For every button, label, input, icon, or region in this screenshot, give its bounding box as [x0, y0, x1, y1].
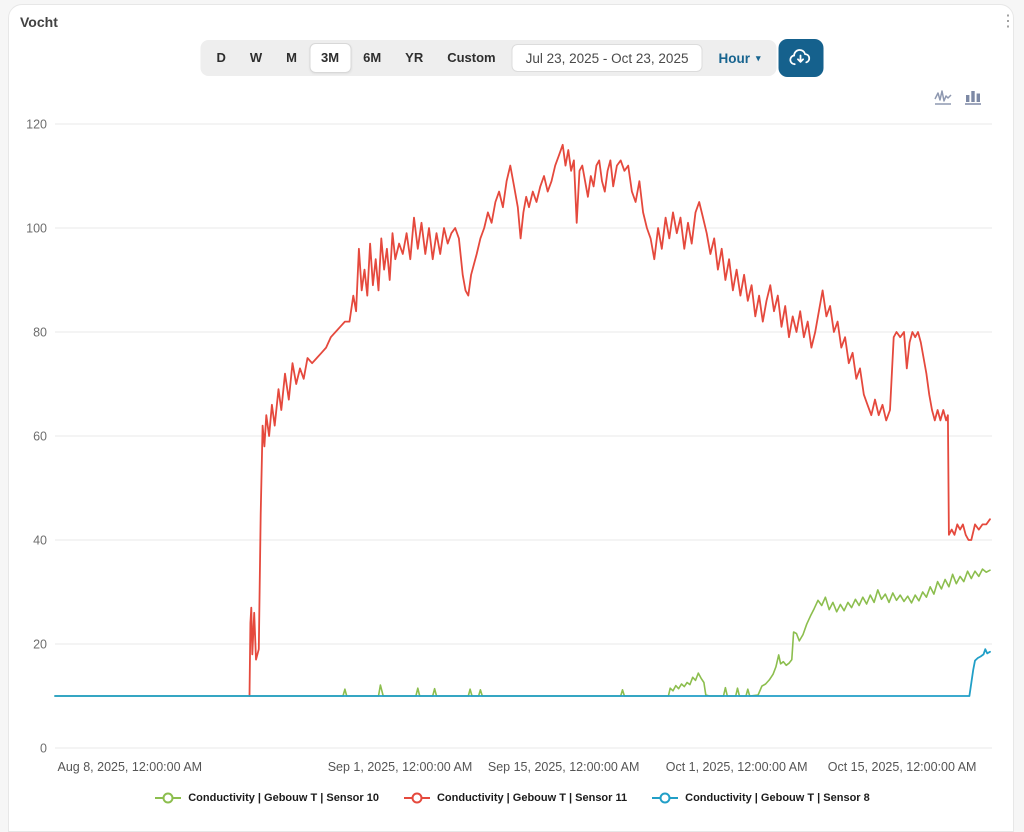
series-line-1 [248, 143, 991, 697]
y-axis-tick-label: 60 [33, 430, 47, 444]
y-axis-tick-label: 40 [33, 534, 47, 548]
legend-marker-icon [155, 792, 182, 804]
chart-card [8, 4, 1014, 832]
legend-marker-icon [403, 792, 430, 804]
legend-label: Conductivity | Gebouw T | Sensor 11 [436, 792, 628, 804]
interval-label: Hour [718, 50, 750, 66]
x-axis-tick-label: Oct 1, 2025, 12:00:00 AM [666, 760, 808, 774]
legend-label: Conductivity | Gebouw T | Sensor 10 [188, 792, 379, 804]
legend-marker-icon [652, 792, 679, 804]
y-axis-tick-label: 120 [26, 118, 47, 132]
kebab-menu-icon[interactable]: ⋮ [1000, 13, 1016, 30]
series-line-0 [54, 568, 991, 697]
range-selector: D W M 3M 6M YR Custom Jul 23, 2025 - Oct 23, 2… [200, 40, 777, 76]
interval-dropdown[interactable]: Hour ▾ [706, 51, 772, 66]
x-axis-tick-label: Sep 15, 2025, 12:00:00 AM [488, 760, 640, 774]
chart-legend: Conductivity | Gebouw T | Sensor 10 Condu… [0, 791, 1024, 805]
legend-item-1[interactable]: Conductivity | Gebouw T | Sensor 11 [403, 791, 627, 805]
y-axis-tick-label: 20 [33, 638, 47, 652]
series-line-2 [54, 648, 991, 697]
legend-label: Conductivity | Gebouw T | Sensor 8 [685, 792, 870, 804]
range-button-m[interactable]: M [286, 50, 298, 65]
date-range-input[interactable]: Jul 23, 2025 - Oct 23, 2025 [511, 44, 703, 72]
x-axis-tick-label: Sep 1, 2025, 12:00:00 AM [328, 760, 473, 774]
page-title: Vocht [20, 14, 58, 30]
line-chart-icon[interactable] [933, 88, 953, 106]
cloud-download-icon [789, 49, 811, 66]
bar-chart-icon[interactable] [963, 88, 983, 106]
range-button-yr[interactable]: YR [405, 50, 424, 65]
legend-item-0[interactable]: Conductivity | Gebouw T | Sensor 10 [154, 791, 379, 805]
chevron-down-icon: ▾ [755, 52, 761, 63]
download-button[interactable] [778, 39, 824, 77]
y-axis-tick-label: 80 [33, 326, 47, 340]
range-button-custom[interactable]: Custom [447, 50, 496, 65]
range-button-6m[interactable]: 6M [363, 50, 382, 65]
y-axis-tick-label: 0 [40, 742, 47, 756]
toolbar: D W M 3M 6M YR Custom Jul 23, 2025 - Oct 23, 2… [200, 39, 824, 77]
x-axis-tick-label: Oct 15, 2025, 12:00:00 AM [828, 760, 977, 774]
range-button-3m[interactable]: 3M [309, 43, 352, 73]
y-axis-tick-label: 100 [26, 222, 47, 236]
range-button-d[interactable]: D [216, 50, 226, 65]
x-axis-tick-label: Aug 8, 2025, 12:00:00 AM [58, 760, 203, 774]
chart-view-toggles [933, 88, 983, 106]
legend-item-2[interactable]: Conductivity | Gebouw T | Sensor 8 [651, 791, 870, 805]
range-button-w[interactable]: W [249, 50, 263, 65]
